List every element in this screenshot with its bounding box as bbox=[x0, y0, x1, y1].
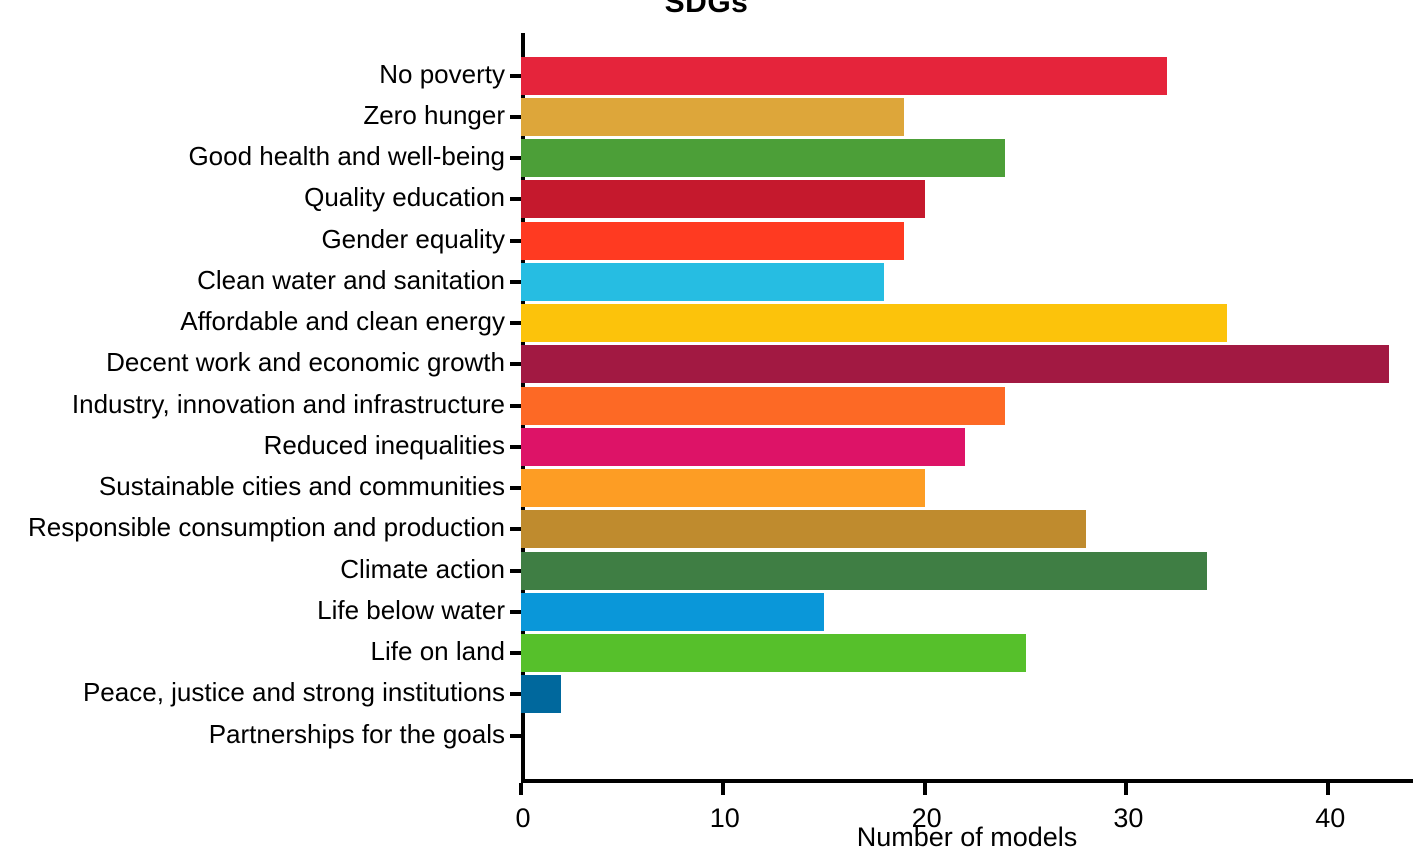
y-tick-mark bbox=[510, 197, 521, 202]
bar-life-on-land bbox=[521, 634, 1026, 673]
y-axis-tick-labels: No poverty Zero hunger Good health and wel… bbox=[0, 33, 505, 783]
x-tick-mark bbox=[1124, 783, 1129, 795]
y-tick-label: Clean water and sanitation bbox=[197, 264, 505, 295]
x-tick-label: 40 bbox=[1315, 803, 1346, 833]
bar-peace-justice-and-strong-institutions bbox=[521, 675, 562, 714]
y-tick-label: Gender equality bbox=[321, 223, 505, 254]
x-tick-mark bbox=[519, 783, 523, 795]
bar-good-health-and-well-being bbox=[521, 139, 1006, 178]
y-tick-label: Partnerships for the goals bbox=[208, 718, 505, 749]
y-tick-mark bbox=[510, 651, 521, 656]
bar-zero-hunger bbox=[521, 97, 905, 136]
y-tick-label: Reduced inequalities bbox=[263, 429, 505, 460]
y-tick-mark bbox=[510, 73, 521, 78]
bar-no-poverty bbox=[521, 56, 1167, 95]
y-tick-mark bbox=[510, 156, 521, 161]
x-tick-label: 30 bbox=[1113, 803, 1144, 833]
bar-clean-water-and-sanitation bbox=[521, 262, 885, 301]
y-tick-mark bbox=[510, 444, 521, 449]
bar-life-below-water bbox=[521, 592, 824, 631]
bar-quality-education bbox=[521, 180, 925, 219]
y-tick-label: Responsible consumption and production bbox=[28, 512, 505, 543]
y-tick-label: Good health and well-being bbox=[188, 141, 505, 172]
y-tick-label: Quality education bbox=[304, 182, 505, 213]
y-tick-label: Life on land bbox=[370, 636, 505, 667]
y-tick-label: No poverty bbox=[379, 58, 505, 89]
y-tick-label: Industry, innovation and infrastructure bbox=[71, 388, 505, 419]
y-tick-label: Affordable and clean energy bbox=[180, 306, 505, 337]
y-tick-mark bbox=[510, 486, 521, 491]
bar-affordable-and-clean-energy bbox=[521, 304, 1228, 343]
y-tick-mark bbox=[510, 362, 521, 367]
x-tick-label: 0 bbox=[515, 803, 531, 833]
y-tick-label: Climate action bbox=[340, 553, 505, 584]
bar-industry-innovation-and-infrastructure bbox=[521, 386, 1006, 425]
x-tick-mark bbox=[720, 783, 725, 795]
y-tick-mark bbox=[510, 403, 521, 408]
y-tick-mark bbox=[510, 321, 521, 326]
bar-responsible-consumption-and-production bbox=[521, 510, 1087, 549]
x-axis-spine bbox=[521, 779, 1413, 783]
y-tick-mark bbox=[510, 692, 521, 697]
bar-gender-equality bbox=[521, 221, 905, 260]
bar-decent-work-and-economic-growth bbox=[521, 345, 1389, 384]
y-tick-mark bbox=[510, 238, 521, 243]
bar-climate-action bbox=[521, 551, 1208, 590]
y-tick-label: Life below water bbox=[317, 594, 505, 625]
y-tick-mark bbox=[510, 609, 521, 614]
y-tick-mark bbox=[510, 568, 521, 573]
y-tick-mark bbox=[510, 114, 521, 119]
y-tick-label: Decent work and economic growth bbox=[106, 347, 505, 378]
x-tick-label: 10 bbox=[709, 803, 740, 833]
x-axis-title: Number of models bbox=[856, 822, 1078, 852]
x-tick-label: 20 bbox=[911, 803, 942, 833]
bar-sustainable-cities-and-communities bbox=[521, 469, 925, 508]
x-tick-mark bbox=[1326, 783, 1331, 795]
y-tick-mark bbox=[510, 527, 521, 532]
bar-reduced-inequalities bbox=[521, 427, 965, 466]
x-tick-mark bbox=[922, 783, 927, 795]
chart-title: SDGs bbox=[664, 0, 749, 19]
y-tick-label: Zero hunger bbox=[363, 99, 505, 130]
plot-area: 0 10 20 30 40 bbox=[510, 33, 1413, 833]
y-tick-label: Sustainable cities and communities bbox=[98, 471, 505, 502]
y-tick-mark bbox=[510, 279, 521, 284]
y-tick-label: Peace, justice and strong institutions bbox=[82, 677, 505, 708]
y-tick-mark bbox=[510, 733, 521, 738]
